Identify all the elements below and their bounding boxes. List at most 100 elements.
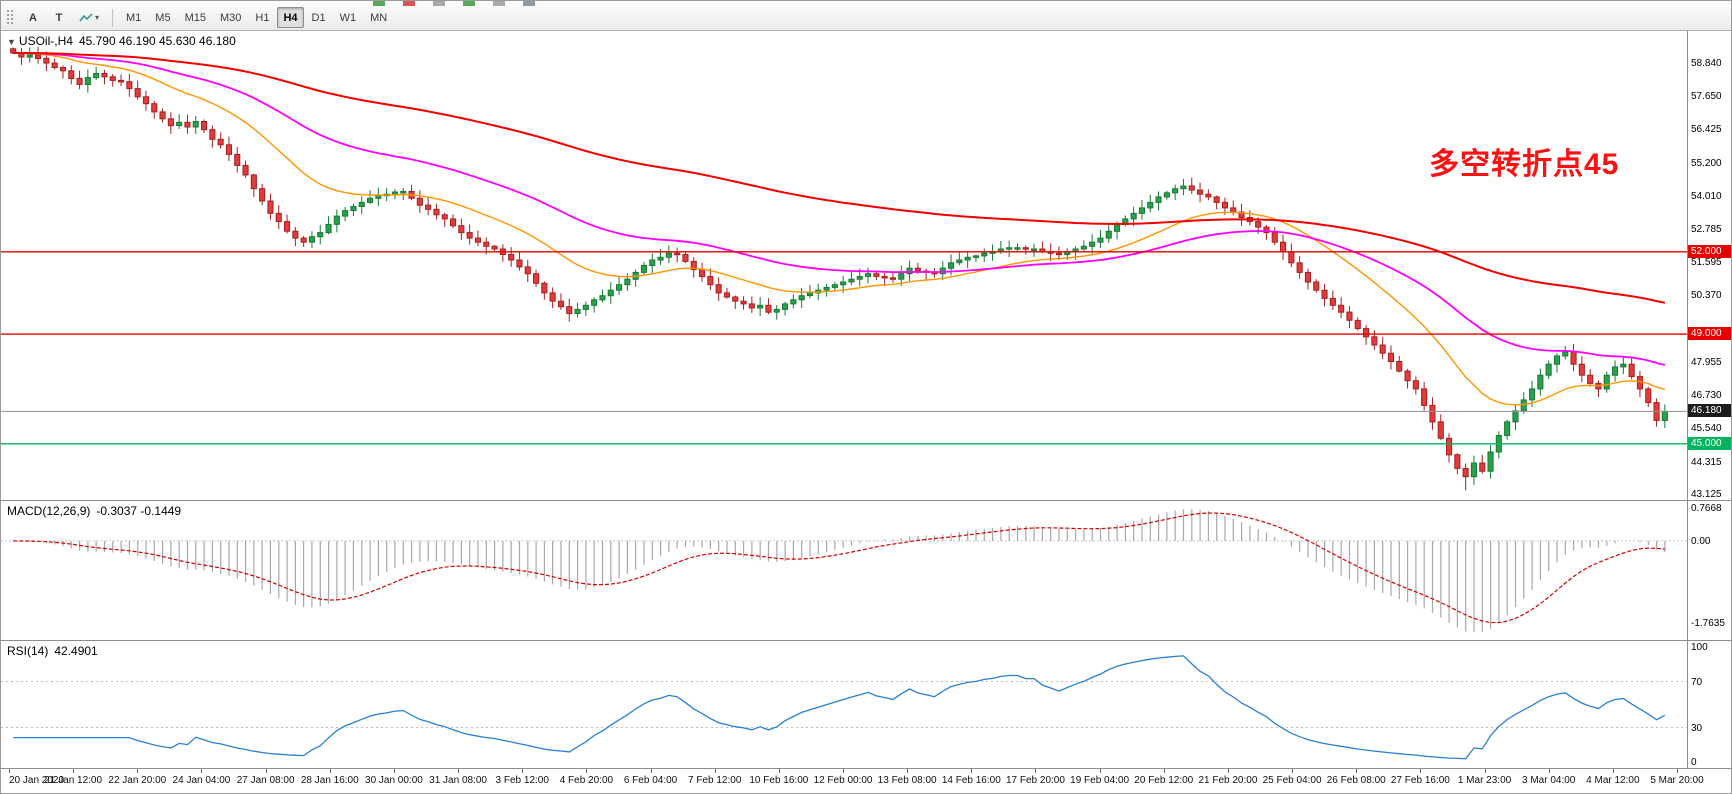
macd-scale-label: -1.7635 <box>1691 617 1725 629</box>
time-axis-label: 31 Jan 08:00 <box>429 775 487 786</box>
drag-handle-icon[interactable] <box>6 9 15 26</box>
timeframe-group: M1 M5 M15 M30 H1 H4 D1 W1 MN <box>119 7 394 28</box>
timeframe-button-d1[interactable]: D1 <box>306 7 332 28</box>
time-axis-tick <box>843 769 844 773</box>
chart-annotation: 多空转折点45 <box>1429 148 1620 181</box>
rsi-line <box>13 655 1666 760</box>
time-axis-tick <box>971 769 973 773</box>
time-axis-label: 17 Feb 20:00 <box>1005 775 1065 786</box>
mid-ma <box>13 52 1666 366</box>
time-axis-label: 14 Feb 16:00 <box>941 775 1001 786</box>
rsi-scale[interactable]: 100 70 30 0 <box>1687 641 1731 768</box>
symbol-ohlc-label: ▼ USOil-,H4 45.790 46.190 45.630 46.180 <box>7 34 236 48</box>
time-axis-label: 25 Feb 04:00 <box>1262 775 1322 786</box>
price-scale-label: 55.200 <box>1691 158 1722 170</box>
chart-dropdown-icon[interactable]: ▼ <box>7 37 16 47</box>
timeframe-button-m15[interactable]: M15 <box>179 7 212 28</box>
time-axis-tick <box>714 769 716 773</box>
timeframe-button-m1[interactable]: M1 <box>120 7 147 28</box>
timeframe-button-h4[interactable]: H4 <box>277 7 304 28</box>
price-scale-label: 43.125 <box>1691 489 1722 501</box>
price-tag: 45.000 <box>1688 436 1731 450</box>
trendline-tool-icon <box>79 12 93 21</box>
ohlc-values: 45.790 46.190 45.630 46.180 <box>78 34 236 48</box>
timeframe-button-m30[interactable]: M30 <box>214 7 247 28</box>
time-axis-label: 28 Jan 16:00 <box>300 775 359 786</box>
time-axis-label: 19 Feb 04:00 <box>1070 775 1130 786</box>
timeframe-button-w1[interactable]: W1 <box>334 7 363 28</box>
price-scale-label: 58.840 <box>1691 58 1722 70</box>
label-tool-button[interactable]: T <box>47 7 71 28</box>
timeframe-button-h1[interactable]: H1 <box>249 7 275 28</box>
price-scale-label: 54.010 <box>1691 190 1722 202</box>
time-axis-label: 13 Feb 08:00 <box>877 775 937 786</box>
price-scale-label: 47.955 <box>1691 356 1722 368</box>
time-axis-label: 21 Feb 20:00 <box>1198 775 1258 786</box>
time-axis-tick <box>586 769 588 773</box>
cropped-toolbar-icon <box>493 1 505 6</box>
time-axis-label: 20 Jan 2020 <box>9 775 65 786</box>
time-axis-tick <box>1292 769 1294 773</box>
rsi-scale-label: 0 <box>1691 757 1697 768</box>
time-axis-label: 21 Jan 12:00 <box>44 775 103 786</box>
price-scale-label: 56.425 <box>1691 124 1722 136</box>
time-axis-label: 26 Feb 08:00 <box>1326 775 1386 786</box>
rsi-value: 42.4901 <box>54 644 98 658</box>
toolbar-row: A T ▾ M1 M5 M15 M30 H1 H4 D1 W1 MN <box>5 7 394 28</box>
rsi-panel: RSI(14) 42.4901 100 70 30 0 <box>1 641 1731 769</box>
rsi-canvas[interactable] <box>1 641 1689 768</box>
cropped-toolbar-icon <box>523 1 535 6</box>
price-scale-label: 45.540 <box>1691 422 1722 434</box>
time-axis-label: 22 Jan 20:00 <box>108 775 167 786</box>
macd-scale[interactable]: 0.7668 0.00 -1.7635 <box>1687 501 1731 640</box>
main-chart-panel: ▼ USOil-,H4 45.790 46.190 45.630 46.180 多空… <box>1 31 1731 501</box>
time-axis-tick <box>137 769 139 773</box>
toolbar: A T ▾ M1 M5 M15 M30 H1 H4 D1 W1 MN <box>1 1 1731 31</box>
cropped-toolbar-icon <box>373 1 385 6</box>
cropped-toolbar-row <box>1 1 1731 6</box>
time-axis-label: 4 Feb 20:00 <box>559 775 614 786</box>
time-axis-tick <box>778 769 780 773</box>
macd-signal-line <box>13 512 1665 624</box>
time-axis-tick <box>1099 769 1101 773</box>
time-axis-tick <box>1484 769 1486 773</box>
time-axis-label: 27 Feb 16:00 <box>1390 775 1450 786</box>
time-axis-tick <box>907 769 909 773</box>
text-tool-button[interactable]: A <box>21 7 45 28</box>
macd-label: MACD(12,26,9) -0.3037 -0.1449 <box>7 504 182 518</box>
macd-canvas[interactable] <box>1 501 1689 640</box>
time-axis-tick <box>650 769 652 773</box>
drawing-objects-button[interactable]: ▾ <box>73 7 105 28</box>
timeframe-button-m5[interactable]: M5 <box>149 7 176 28</box>
time-axis-label: 7 Feb 12:00 <box>688 775 742 786</box>
time-axis-tick <box>393 769 395 773</box>
macd-panel: MACD(12,26,9) -0.3037 -0.1449 0.7668 0.00 -… <box>1 501 1731 641</box>
rsi-scale-label: 100 <box>1691 642 1708 653</box>
candlestick-canvas[interactable] <box>1 31 1689 500</box>
time-axis-tick <box>1420 769 1422 773</box>
rsi-scale-label: 70 <box>1691 676 1703 688</box>
time-axis-label: 3 Mar 04:00 <box>1522 775 1576 786</box>
time-axis-label: 6 Feb 04:00 <box>623 775 678 786</box>
time-axis-label: 10 Feb 16:00 <box>749 775 809 786</box>
price-scale-label: 52.785 <box>1691 224 1722 236</box>
time-axis-label: 3 Feb 12:00 <box>495 775 549 786</box>
timeframe-button-mn[interactable]: MN <box>364 7 393 28</box>
price-tag: 49.000 <box>1688 327 1731 341</box>
time-axis[interactable]: 20 Jan 2020 21 Jan 12:00 22 Jan 20:00 24 Ja… <box>1 769 1731 793</box>
cropped-toolbar-icon <box>463 1 475 6</box>
time-axis-tick <box>265 769 267 773</box>
time-axis-tick <box>458 769 460 773</box>
fast-ma <box>13 52 1666 406</box>
rsi-label: RSI(14) 42.4901 <box>7 644 98 658</box>
cropped-toolbar-icon <box>433 1 445 6</box>
time-axis-tick <box>9 769 10 773</box>
macd-values: -0.3037 -0.1449 <box>96 504 182 518</box>
macd-histogram <box>20 509 1666 632</box>
price-scale[interactable]: 58.840 57.650 56.425 55.200 54.010 52.785 51.5… <box>1687 31 1731 500</box>
time-axis-label: 20 Feb 12:00 <box>1134 775 1194 786</box>
time-axis-tick <box>1035 769 1037 773</box>
time-axis-label: 4 Mar 12:00 <box>1586 775 1640 786</box>
time-axis-tick <box>1612 769 1614 773</box>
